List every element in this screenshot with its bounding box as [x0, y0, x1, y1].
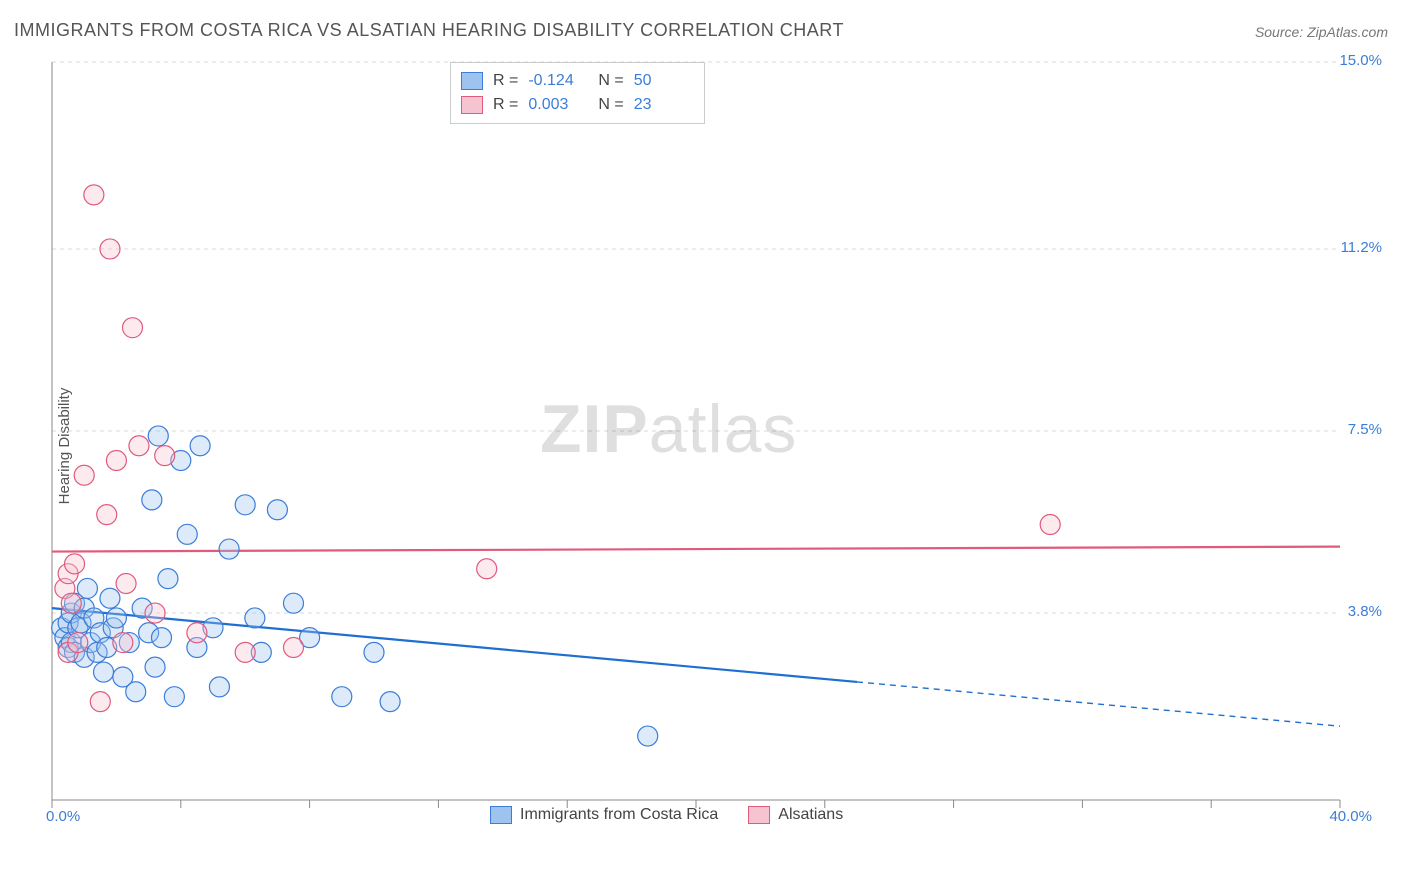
y-tick-label: 15.0% [1339, 52, 1382, 69]
n-label: N = [598, 69, 623, 93]
correlation-row-alsatians: R = 0.003 N = 23 [461, 93, 694, 117]
source-attribution: Source: ZipAtlas.com [1255, 24, 1388, 40]
r-value-alsatians: 0.003 [528, 93, 588, 117]
swatch-costa-rica [490, 806, 512, 824]
correlation-row-costa-rica: R = -0.124 N = 50 [461, 69, 694, 93]
correlation-legend: R = -0.124 N = 50 R = 0.003 N = 23 [450, 62, 705, 124]
r-value-costa-rica: -0.124 [528, 69, 588, 93]
r-label: R = [493, 93, 518, 117]
chart-title: IMMIGRANTS FROM COSTA RICA VS ALSATIAN H… [14, 20, 844, 41]
y-tick-label: 3.8% [1348, 603, 1382, 620]
y-tick-label: 11.2% [1341, 239, 1382, 256]
legend-label-alsatians: Alsatians [778, 806, 843, 824]
swatch-costa-rica [461, 72, 483, 90]
legend-label-costa-rica: Immigrants from Costa Rica [520, 806, 718, 824]
chart-frame: IMMIGRANTS FROM COSTA RICA VS ALSATIAN H… [0, 0, 1406, 892]
chart-svg [50, 60, 1380, 830]
y-tick-label: 7.5% [1348, 421, 1382, 438]
x-axis-start-label: 0.0% [46, 808, 80, 825]
swatch-alsatians [748, 806, 770, 824]
n-label: N = [598, 93, 623, 117]
n-value-alsatians: 23 [634, 93, 694, 117]
legend-item-costa-rica: Immigrants from Costa Rica [490, 806, 718, 824]
r-label: R = [493, 69, 518, 93]
legend-item-alsatians: Alsatians [748, 806, 843, 824]
plot-area: ZIPatlas R = -0.124 N = 50 R = 0.003 N =… [50, 60, 1380, 830]
n-value-costa-rica: 50 [634, 69, 694, 93]
series-legend: Immigrants from Costa Rica Alsatians [490, 806, 843, 824]
swatch-alsatians [461, 96, 483, 114]
x-axis-end-label: 40.0% [1329, 808, 1372, 825]
